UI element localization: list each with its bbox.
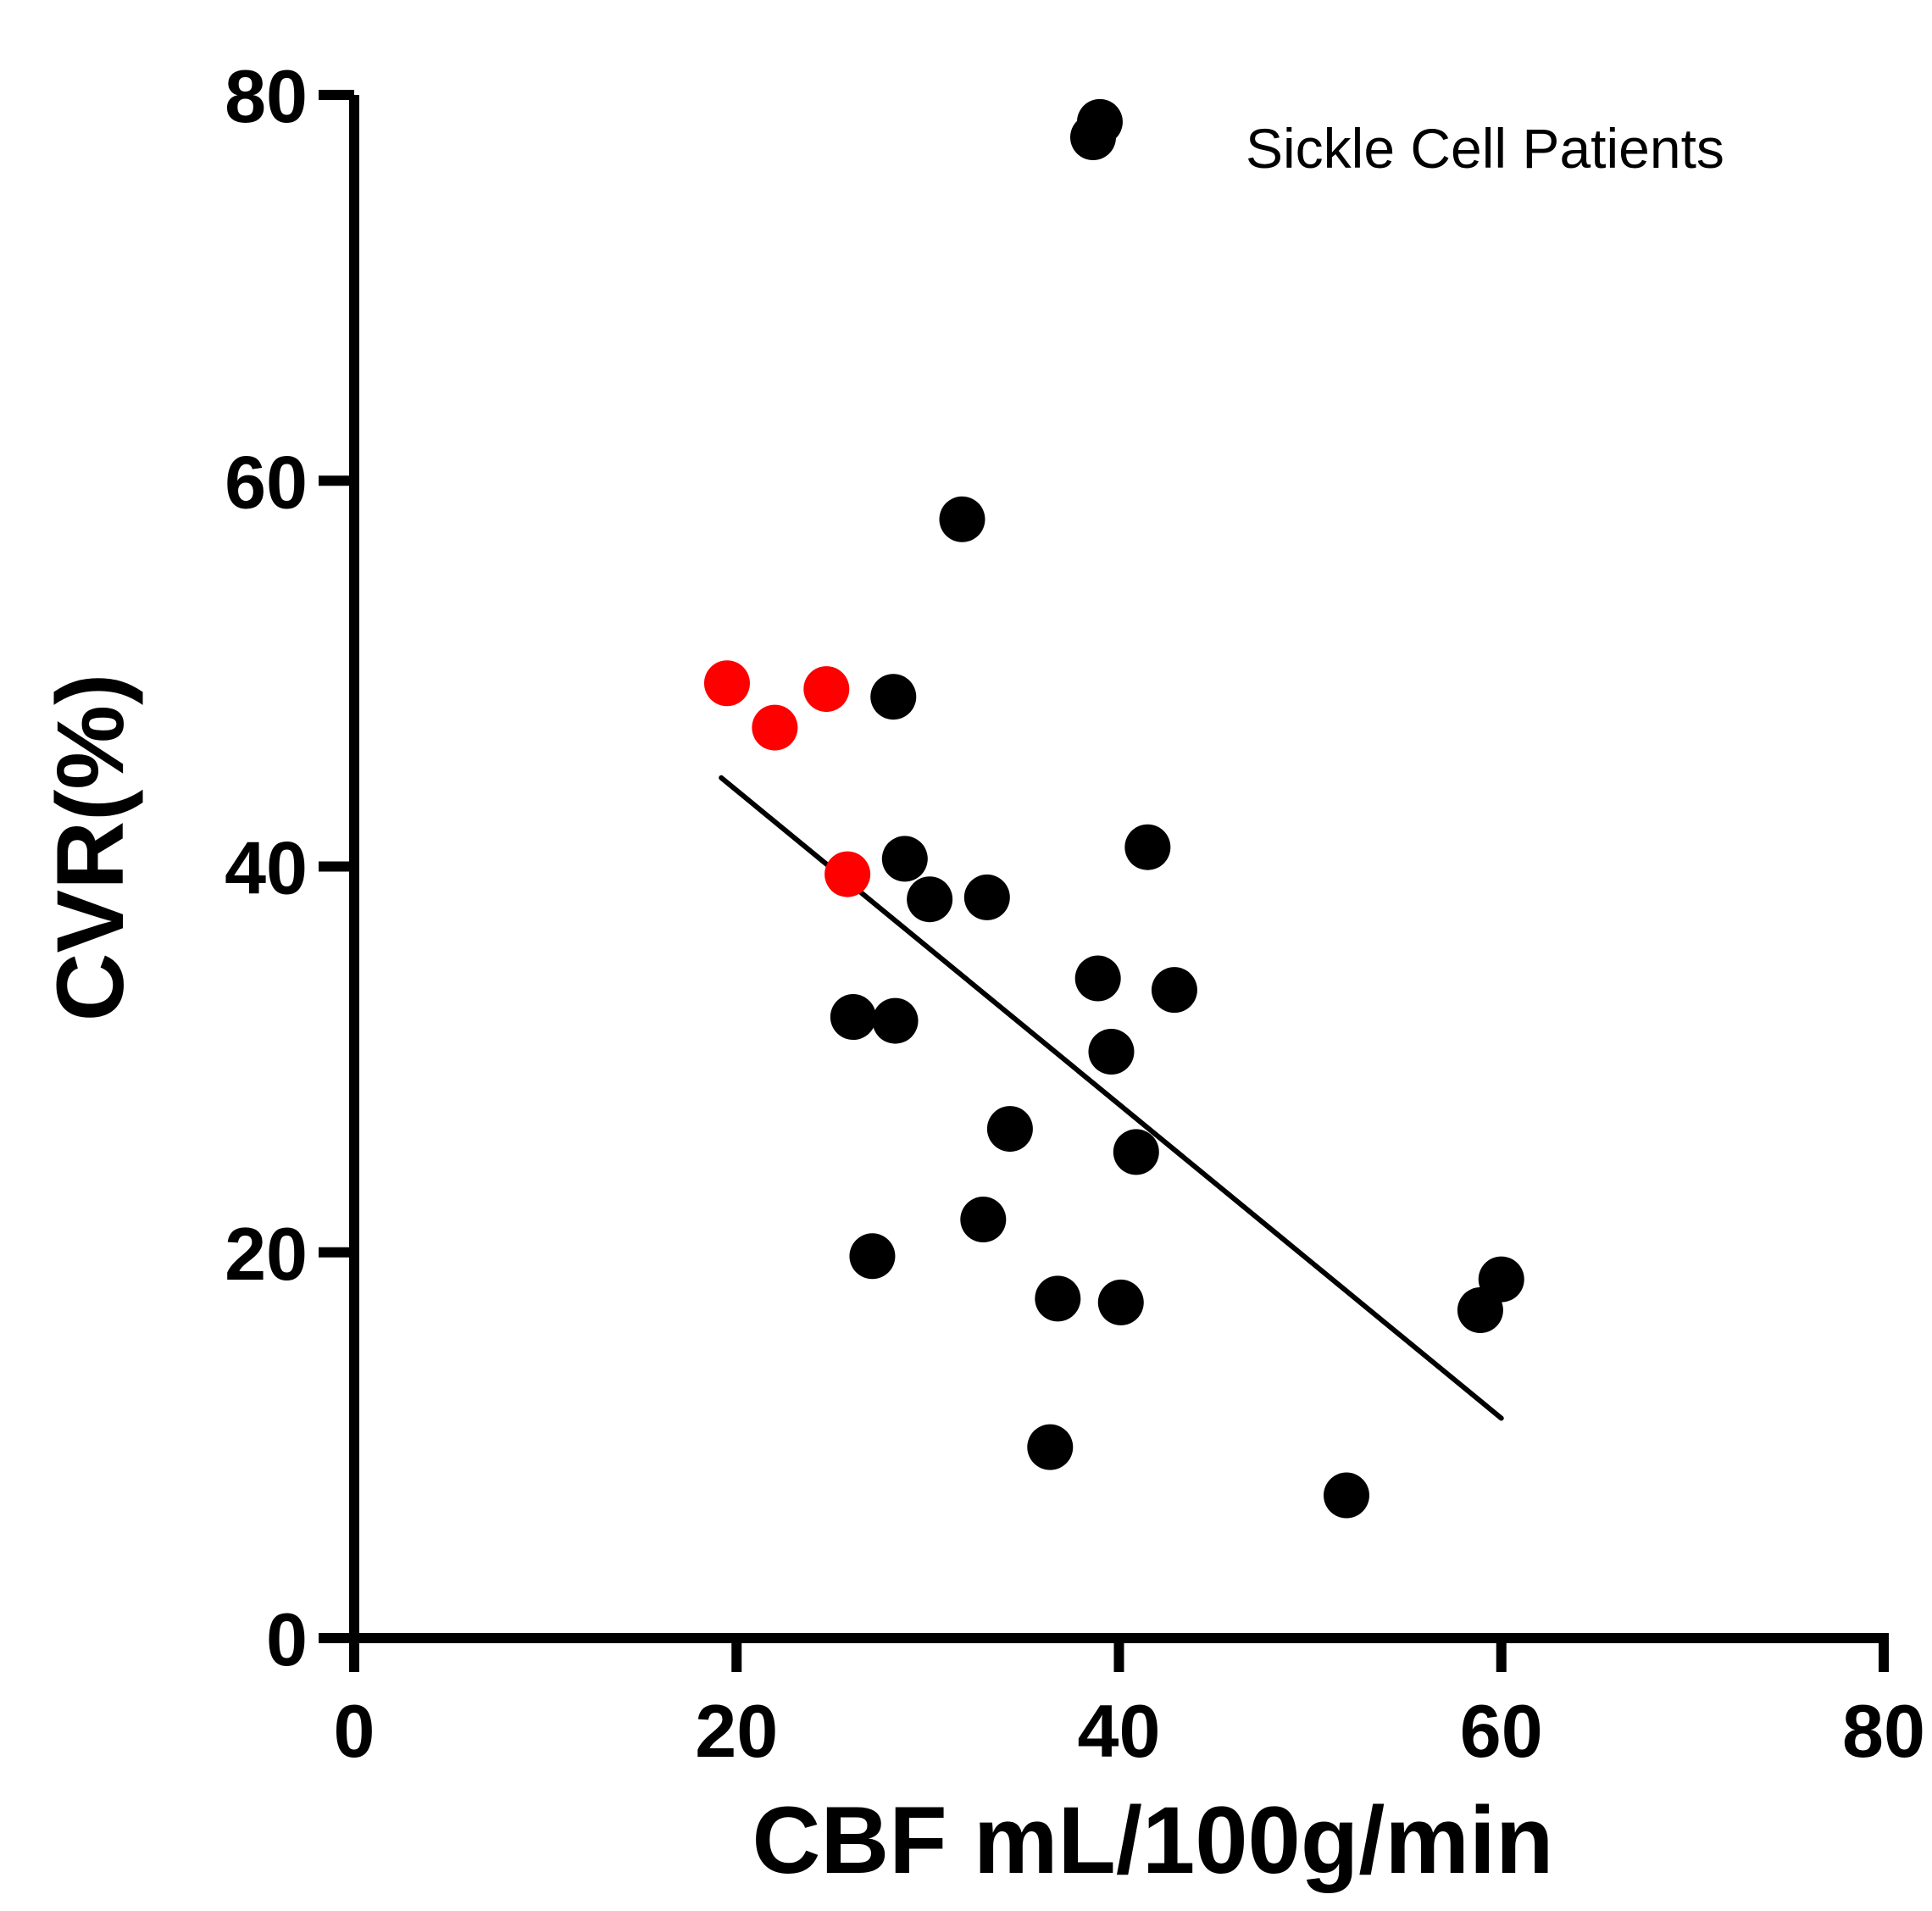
data-point xyxy=(1323,1472,1369,1519)
y-axis-ticks: 0 20 40 60 80 xyxy=(225,54,354,1681)
data-point xyxy=(1113,1129,1159,1175)
axes xyxy=(349,95,1889,1643)
y-tick-label: 0 xyxy=(266,1597,308,1681)
data-point xyxy=(1097,1279,1144,1325)
y-tick-label: 80 xyxy=(225,54,308,138)
legend-marker xyxy=(1070,114,1116,160)
x-tick-label: 80 xyxy=(1842,1689,1925,1773)
y-tick-label: 40 xyxy=(225,826,308,910)
y-axis-title: CVR(%) xyxy=(37,674,143,1022)
data-point xyxy=(870,674,917,720)
x-tick-label: 60 xyxy=(1460,1689,1543,1773)
red-data-point xyxy=(824,851,871,897)
data-point xyxy=(1151,967,1197,1014)
x-tick-label: 0 xyxy=(334,1689,375,1773)
data-point xyxy=(986,1106,1033,1153)
red-data-point xyxy=(703,660,750,707)
x-axis-ticks: 0 20 40 60 80 xyxy=(334,1638,1925,1773)
x-tick-label: 20 xyxy=(695,1689,778,1773)
data-point xyxy=(1074,955,1121,1002)
data-points xyxy=(703,98,1524,1519)
y-tick-label: 60 xyxy=(225,440,308,524)
data-point xyxy=(1124,824,1171,870)
y-tick-label: 20 xyxy=(225,1212,308,1296)
red-data-point xyxy=(803,666,850,713)
data-point xyxy=(881,836,928,882)
data-point xyxy=(963,874,1010,920)
legend-label: Sickle Cell Patients xyxy=(1246,117,1724,180)
x-axis-title: CBF mL/100g/min xyxy=(752,1787,1554,1893)
x-tick-label: 40 xyxy=(1078,1689,1161,1773)
legend: Sickle Cell Patients xyxy=(1070,114,1724,180)
red-data-point xyxy=(752,704,798,751)
data-point xyxy=(872,997,919,1044)
data-point xyxy=(849,1233,896,1280)
data-point xyxy=(1035,1275,1081,1322)
data-point xyxy=(830,994,876,1041)
data-point xyxy=(939,496,985,542)
data-point xyxy=(1088,1029,1135,1075)
data-point xyxy=(960,1197,1007,1243)
data-point xyxy=(1027,1424,1074,1470)
data-point xyxy=(907,876,953,923)
data-point xyxy=(1457,1287,1503,1334)
